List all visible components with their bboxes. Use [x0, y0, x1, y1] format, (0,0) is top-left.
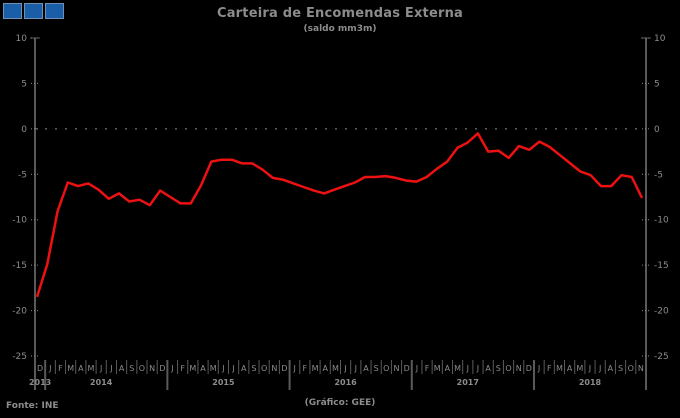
- month-label: M: [454, 364, 461, 373]
- month-label: J: [476, 364, 479, 373]
- month-label: J: [343, 364, 346, 373]
- month-label: N: [394, 364, 400, 373]
- month-label: D: [404, 364, 410, 373]
- month-label: M: [332, 364, 339, 373]
- month-label: J: [48, 364, 51, 373]
- month-label: A: [200, 364, 206, 373]
- month-label: F: [547, 364, 552, 373]
- month-label: A: [608, 364, 614, 373]
- month-label: M: [210, 364, 217, 373]
- right-tick-label: 10: [654, 34, 666, 44]
- month-label: S: [374, 364, 379, 373]
- month-label: S: [129, 364, 134, 373]
- month-label: M: [434, 364, 441, 373]
- month-label: M: [67, 364, 74, 373]
- year-label: 2013: [29, 378, 51, 387]
- month-label: M: [312, 364, 319, 373]
- month-label: D: [526, 364, 532, 373]
- month-label: S: [251, 364, 256, 373]
- month-label: N: [638, 364, 644, 373]
- month-label: J: [292, 364, 295, 373]
- month-label: A: [241, 364, 247, 373]
- month-label: J: [466, 364, 469, 373]
- month-label: A: [78, 364, 84, 373]
- left-tick-label: 10: [16, 34, 28, 44]
- month-label: A: [322, 364, 328, 373]
- month-label: O: [383, 364, 389, 373]
- month-label: J: [415, 364, 418, 373]
- month-label: J: [231, 364, 234, 373]
- month-label: D: [37, 364, 43, 373]
- source-note: Fonte: INE: [6, 401, 59, 411]
- right-tick-label: 0: [654, 125, 660, 135]
- left-tick-label: 5: [21, 79, 27, 89]
- month-label: A: [445, 364, 451, 373]
- toolbar-button-3[interactable]: [45, 3, 64, 19]
- month-label: M: [189, 364, 196, 373]
- month-label: S: [496, 364, 501, 373]
- month-label: O: [628, 364, 634, 373]
- month-label: J: [598, 364, 601, 373]
- right-tick-label: -10: [654, 216, 669, 226]
- left-tick-label: -5: [18, 170, 27, 180]
- month-label: D: [159, 364, 165, 373]
- month-label: J: [354, 364, 357, 373]
- chart-title: Carteira de Encomendas Externa: [216, 6, 464, 21]
- right-tick-label: -25: [654, 352, 669, 362]
- month-label: D: [281, 364, 287, 373]
- month-label: N: [516, 364, 522, 373]
- month-label: F: [58, 364, 63, 373]
- month-label: A: [363, 364, 369, 373]
- month-label: A: [567, 364, 573, 373]
- month-label: M: [556, 364, 563, 373]
- month-label: M: [88, 364, 95, 373]
- chart-subtitle: (saldo mm3m): [303, 24, 377, 34]
- toolbar: [3, 3, 64, 19]
- left-tick-label: -10: [12, 216, 27, 226]
- series-line: [35, 132, 644, 298]
- month-label: J: [109, 364, 112, 373]
- year-label: 2016: [334, 378, 357, 387]
- month-label: J: [170, 364, 173, 373]
- right-tick-label: 5: [654, 79, 660, 89]
- month-label: J: [537, 364, 540, 373]
- month-label: J: [221, 364, 224, 373]
- month-label: J: [99, 364, 102, 373]
- month-label: O: [261, 364, 267, 373]
- left-tick-label: 0: [21, 125, 27, 135]
- month-label: J: [588, 364, 591, 373]
- month-label: F: [303, 364, 308, 373]
- month-label: A: [485, 364, 491, 373]
- right-tick-label: -15: [654, 261, 669, 271]
- month-label: O: [505, 364, 511, 373]
- year-label: 2017: [457, 378, 479, 387]
- year-label: 2018: [579, 378, 602, 387]
- toolbar-button-2[interactable]: [24, 3, 43, 19]
- year-label: 2015: [212, 378, 235, 387]
- month-label: S: [618, 364, 623, 373]
- left-tick-label: -15: [12, 261, 27, 271]
- chart-credit: (Gráfico: GEE): [304, 398, 376, 408]
- left-tick-label: -25: [12, 352, 27, 362]
- month-label: O: [139, 364, 145, 373]
- toolbar-button-1[interactable]: [3, 3, 22, 19]
- month-label: A: [119, 364, 125, 373]
- year-label: 2014: [90, 378, 113, 387]
- month-label: N: [271, 364, 277, 373]
- left-tick-label: -20: [12, 307, 27, 317]
- month-label: M: [576, 364, 583, 373]
- right-tick-label: -20: [654, 307, 669, 317]
- month-label: F: [180, 364, 185, 373]
- month-label: N: [149, 364, 155, 373]
- month-label: F: [425, 364, 430, 373]
- right-tick-label: -5: [654, 170, 663, 180]
